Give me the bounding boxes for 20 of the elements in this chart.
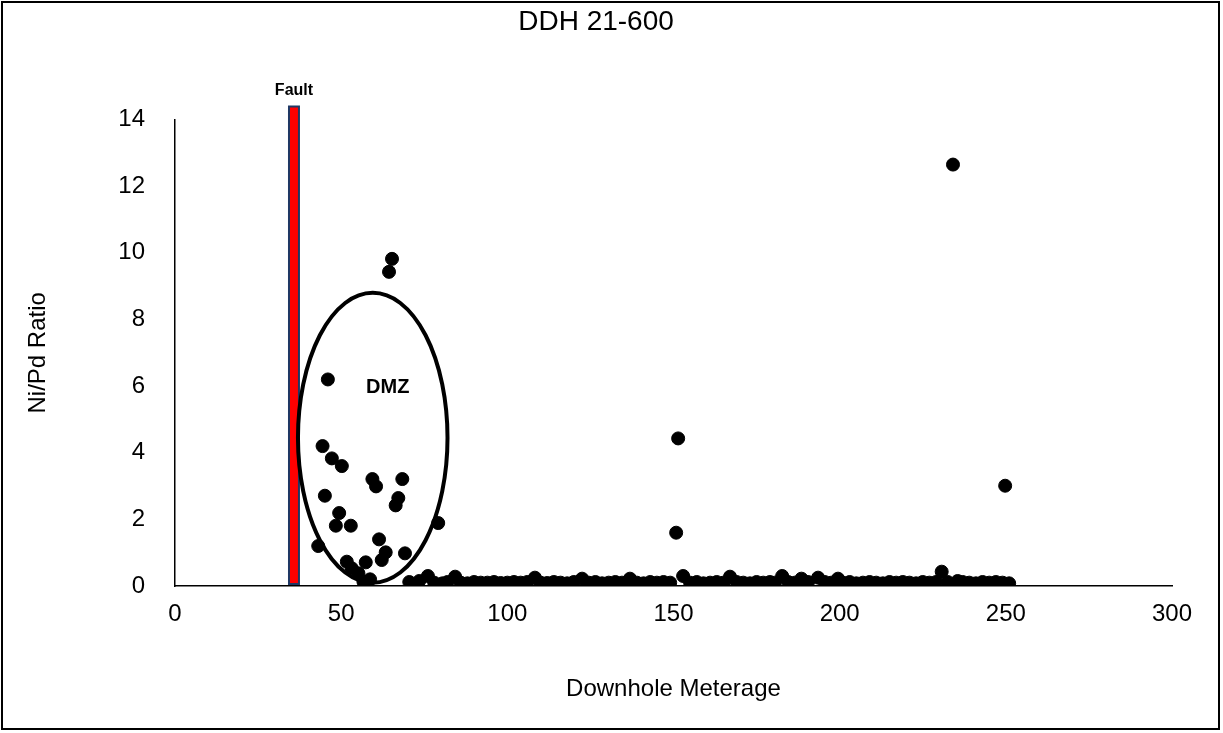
y-tick-label: 10 — [118, 237, 145, 265]
x-tick-label: 50 — [327, 599, 355, 627]
x-tick-label: 200 — [819, 599, 860, 627]
annotation: DMZ — [366, 374, 410, 398]
x-tick-label: 100 — [487, 599, 528, 627]
x-axis-title: Downhole Meterage — [566, 674, 781, 702]
x-tick-label: 0 — [168, 599, 182, 627]
x-tick-label: 250 — [985, 599, 1026, 627]
y-tick-label: 8 — [131, 304, 145, 332]
y-tick-label: 14 — [118, 104, 145, 132]
y-tick-label: 12 — [118, 170, 145, 198]
x-tick-label: 300 — [1151, 599, 1193, 627]
chart-title: DDH 21-600 — [518, 4, 674, 36]
y-tick-label: 4 — [131, 437, 145, 465]
y-tick-label: 2 — [131, 504, 145, 531]
y-axis-title: Ni/Pd Ratio — [23, 292, 51, 414]
x-tick-label: 150 — [653, 599, 694, 627]
band-label: Fault — [274, 81, 314, 99]
y-tick-label: 0 — [131, 570, 145, 598]
y-tick-label: 6 — [131, 370, 145, 398]
